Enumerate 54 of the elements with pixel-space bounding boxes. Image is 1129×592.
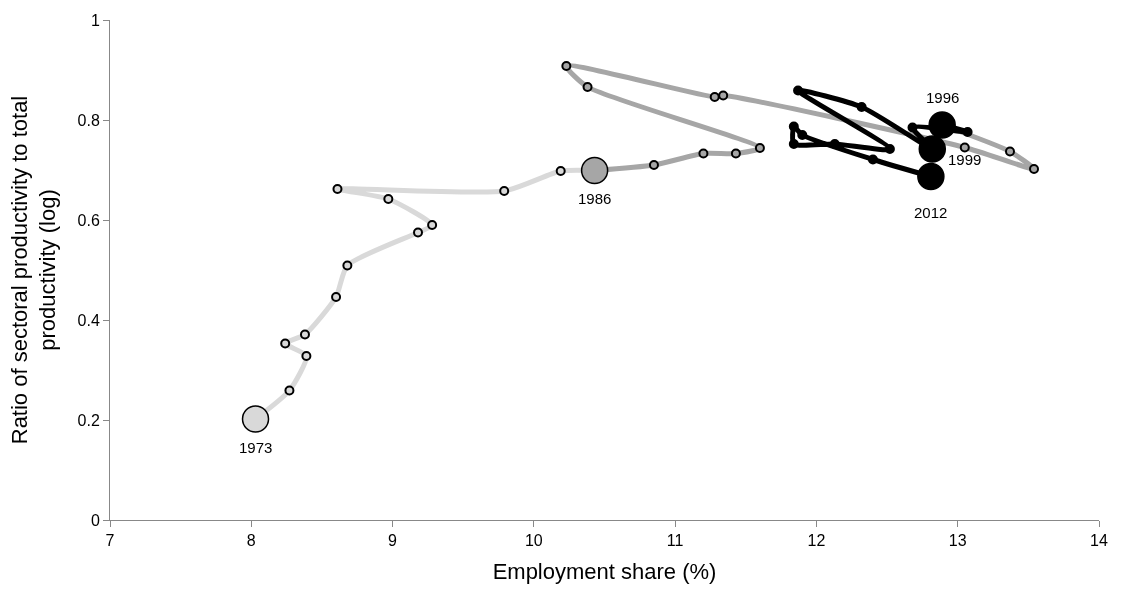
point <box>427 220 438 230</box>
x-tick-label: 7 <box>105 532 115 550</box>
point <box>555 166 566 176</box>
point <box>331 292 342 302</box>
point <box>718 90 729 101</box>
point <box>788 121 799 132</box>
annotation: 1986 <box>578 190 612 207</box>
point <box>867 154 878 165</box>
point <box>1029 164 1040 174</box>
point <box>788 139 799 149</box>
point <box>698 148 709 159</box>
point <box>299 329 310 340</box>
y-tick-label: 0 <box>90 511 100 529</box>
point <box>730 148 741 159</box>
annotation: 2012 <box>914 204 948 221</box>
x-tick-label: 8 <box>246 532 256 550</box>
point <box>342 260 353 271</box>
point <box>754 143 765 153</box>
point <box>829 139 840 149</box>
x-axis-title: Employment share (%) <box>492 559 717 585</box>
y-tick-label: 0.2 <box>77 411 100 429</box>
x-tick-label: 13 <box>948 532 967 550</box>
point <box>301 351 312 361</box>
point <box>499 186 510 196</box>
point <box>907 122 918 133</box>
x-tick-label: 11 <box>666 532 684 550</box>
annotation: 1996 <box>926 89 960 106</box>
point <box>413 227 423 238</box>
point <box>1004 146 1015 157</box>
point <box>856 102 867 112</box>
y-tick-label: 0.4 <box>77 311 100 329</box>
point <box>884 144 895 154</box>
point <box>383 194 394 204</box>
point <box>709 92 720 102</box>
y-tick-label: 0.6 <box>77 211 100 229</box>
point <box>561 61 572 71</box>
x-tick-label: 10 <box>524 532 543 550</box>
x-tick-label: 9 <box>388 532 398 550</box>
annotation: 1973 <box>239 439 273 456</box>
point <box>962 127 973 137</box>
y-tick-label: 0.8 <box>77 111 100 129</box>
point <box>959 142 970 153</box>
y-tick-label: 1 <box>90 11 100 29</box>
point <box>582 82 593 92</box>
point <box>280 338 291 349</box>
point <box>648 160 659 170</box>
x-tick-label: 14 <box>1090 532 1108 550</box>
point <box>284 385 295 396</box>
point <box>332 184 343 194</box>
point <box>793 85 804 96</box>
point <box>797 130 808 140</box>
y-axis-title: Ratio of sectoral productivity to total productivity (log) <box>6 95 61 445</box>
x-tick-label: 12 <box>807 532 826 550</box>
annotation: 1999 <box>948 151 982 168</box>
